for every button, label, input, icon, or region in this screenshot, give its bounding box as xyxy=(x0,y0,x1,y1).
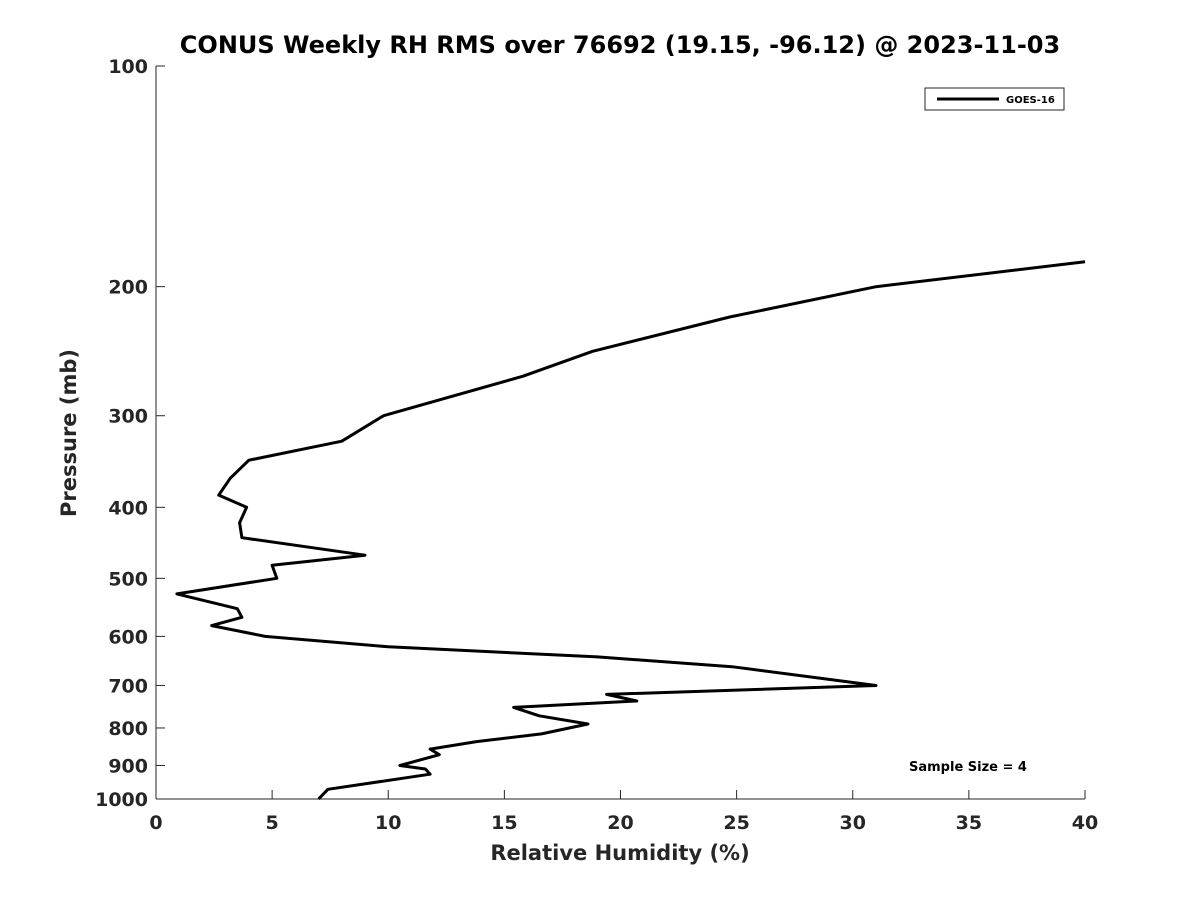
y-tick-label: 500 xyxy=(108,568,148,590)
y-tick-label: 200 xyxy=(108,277,148,299)
x-axis-label: Relative Humidity (%) xyxy=(490,841,749,865)
series-layer xyxy=(175,260,1086,801)
y-tick-label: 700 xyxy=(108,675,148,697)
x-tick-label: 40 xyxy=(1072,812,1098,834)
y-tick-label: 800 xyxy=(108,718,148,740)
x-tick-label: 20 xyxy=(607,812,633,834)
sample-size-annotation: Sample Size = 4 xyxy=(909,760,1027,775)
chart-title: CONUS Weekly RH RMS over 76692 (19.15, -… xyxy=(180,31,1060,59)
y-tick-label: 400 xyxy=(108,497,148,519)
legend-label-goes-16: GOES-16 xyxy=(1006,95,1055,106)
x-tick-label: 35 xyxy=(956,812,982,834)
x-tick-label: 30 xyxy=(840,812,866,834)
y-tick-label: 1000 xyxy=(95,789,148,811)
x-tick-label: 25 xyxy=(723,812,749,834)
y-tick-label: 600 xyxy=(108,626,148,648)
y-tick-label: 900 xyxy=(108,755,148,777)
y-axis-label: Pressure (mb) xyxy=(57,349,81,517)
y-ticks: 100 200 300 400 500 600 700 800 900 1000 xyxy=(95,56,165,811)
plot-area: 0 5 10 15 20 25 30 35 40 100 200 300 400 500 600 700 80… xyxy=(95,56,1098,834)
x-tick-label: 0 xyxy=(149,812,162,834)
plot-background xyxy=(156,66,1085,799)
x-tick-label: 10 xyxy=(375,812,401,834)
legend: GOES-16 xyxy=(924,87,1065,111)
y-tick-label: 100 xyxy=(108,56,148,78)
x-ticks: 0 5 10 15 20 25 30 35 40 xyxy=(149,790,1098,834)
x-tick-label: 15 xyxy=(491,812,517,834)
y-tick-label: 300 xyxy=(108,406,148,428)
x-tick-label: 5 xyxy=(266,812,279,834)
series-line-goes-16 xyxy=(175,260,1086,801)
